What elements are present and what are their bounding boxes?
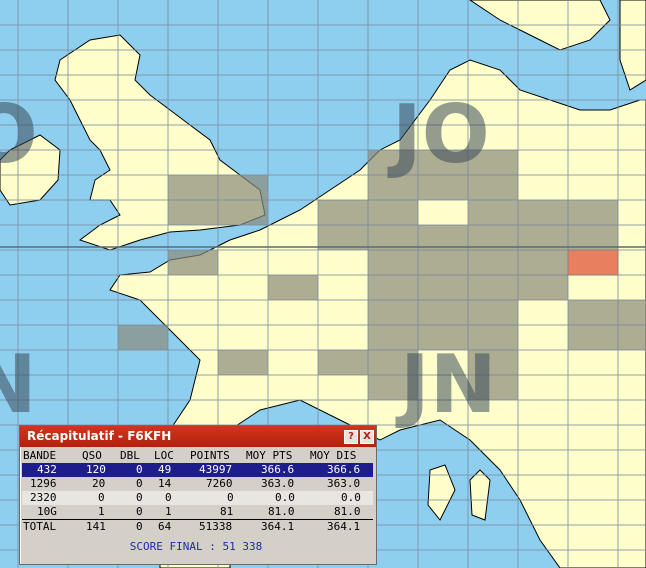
table-row[interactable]: 1296 20 0 14 7260 363.0 363.0 bbox=[30, 477, 361, 490]
header-moy-dis: MOY DIS bbox=[310, 449, 357, 462]
window-titlebar[interactable]: Récapitulatif - F6KFH ? X bbox=[20, 426, 376, 447]
header-moy-pts: MOY PTS bbox=[246, 449, 293, 462]
header-dbl: DBL bbox=[120, 449, 140, 462]
summary-window: Récapitulatif - F6KFH ? X BANDE QSO DBL … bbox=[19, 425, 377, 565]
header-points: POINTS bbox=[190, 449, 230, 462]
window-title: Récapitulatif - F6KFH bbox=[27, 429, 172, 443]
table-row[interactable]: 432 120 0 49 43997 366.6 366.6 bbox=[22, 463, 373, 477]
grid-label-jn: JN bbox=[395, 338, 497, 431]
header-loc: LOC bbox=[154, 449, 174, 462]
grid-label-jo: JO bbox=[387, 88, 490, 181]
header-bande: BANDE bbox=[23, 449, 57, 462]
score-final: SCORE FINAL : 51 338 bbox=[129, 540, 263, 553]
highlight-square bbox=[567, 249, 619, 276]
summary-table: BANDE QSO DBL LOC POINTS MOY PTS MOY DIS… bbox=[22, 449, 373, 534]
grid-label-in: IN bbox=[0, 338, 37, 431]
grid-label-io: IO bbox=[0, 88, 38, 181]
close-button[interactable]: X bbox=[360, 430, 374, 444]
table-row[interactable]: 10G 1 0 1 81 81.0 81.0 bbox=[37, 505, 361, 518]
table-header: BANDE QSO DBL LOC POINTS MOY PTS MOY DIS bbox=[22, 449, 373, 463]
header-qso: QSO bbox=[82, 449, 102, 462]
help-button[interactable]: ? bbox=[344, 430, 358, 444]
table-row[interactable]: 2320 0 0 0 0 0.0 0.0 bbox=[22, 491, 373, 505]
table-total-row: TOTAL 141 0 64 51338 364.1 364.1 bbox=[22, 519, 373, 534]
